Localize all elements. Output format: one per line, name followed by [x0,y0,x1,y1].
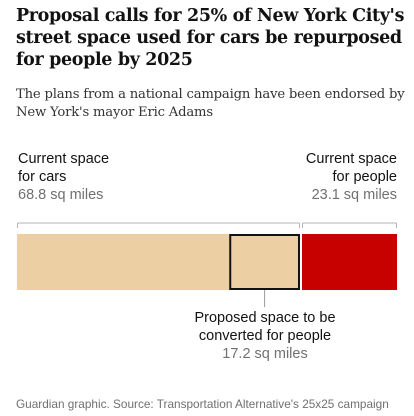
bar-segment-people [301,234,397,290]
label-proposed-value: 17.2 sq miles [222,346,308,362]
label-people-text: Current space for people [305,151,397,185]
bracket-people [301,222,397,228]
label-proposed: Proposed space to be converted for peopl… [190,309,340,363]
label-cars-value: 68.8 sq miles [18,187,104,203]
label-people-value: 23.1 sq miles [311,187,397,203]
label-cars: Current space for cars 68.8 sq miles [18,150,118,204]
label-people: Current space for people 23.1 sq miles [297,150,397,204]
bar-segment-proposed [229,234,300,290]
source-note: Guardian graphic. Source: Transportation… [16,397,389,411]
bracket-cars [17,222,300,228]
label-proposed-text: Proposed space to be converted for peopl… [194,310,336,344]
chart-subtitle: The plans from a national campaign have … [16,87,405,120]
label-cars-text: Current space for cars [18,151,110,185]
chart-title: Proposal calls for 25% of New York City'… [16,6,405,70]
